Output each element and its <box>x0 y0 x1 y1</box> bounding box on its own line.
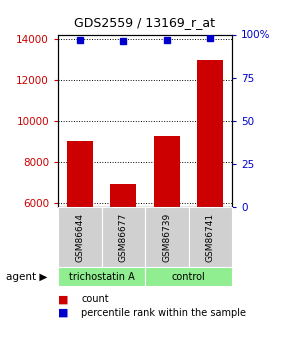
Bar <box>197 60 223 326</box>
Text: percentile rank within the sample: percentile rank within the sample <box>81 308 246 318</box>
Text: GSM86644: GSM86644 <box>75 213 84 262</box>
Text: control: control <box>172 272 205 282</box>
Text: trichostatin A: trichostatin A <box>69 272 134 282</box>
Bar <box>67 141 93 326</box>
Text: GSM86739: GSM86739 <box>162 213 171 262</box>
Text: ■: ■ <box>58 308 68 318</box>
Text: ■: ■ <box>58 294 68 304</box>
Bar <box>154 136 180 326</box>
Text: agent ▶: agent ▶ <box>6 272 47 282</box>
Text: GSM86677: GSM86677 <box>119 213 128 262</box>
Title: GDS2559 / 13169_r_at: GDS2559 / 13169_r_at <box>75 16 215 29</box>
Text: GSM86741: GSM86741 <box>206 213 215 262</box>
Text: count: count <box>81 294 109 304</box>
Bar <box>110 185 136 326</box>
